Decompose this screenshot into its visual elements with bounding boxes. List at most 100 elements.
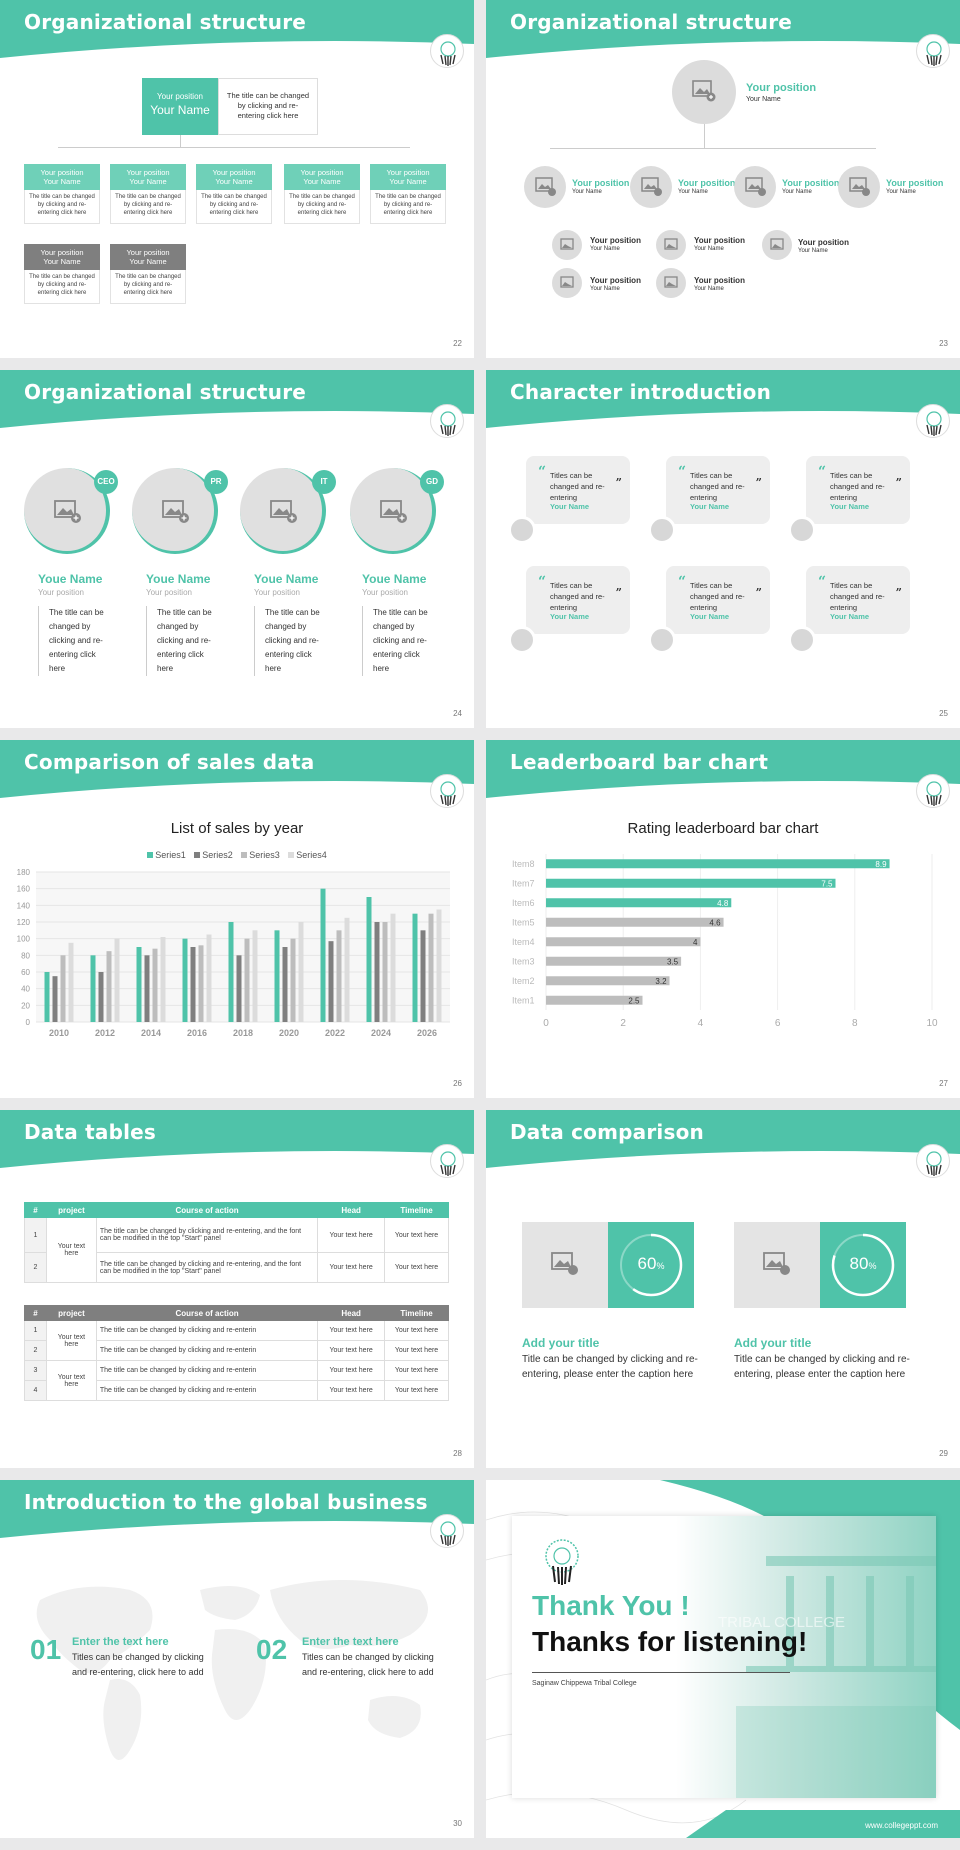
slide-leaderboard[interactable]: Leaderboard bar chart Rating leaderboard… — [486, 740, 960, 1098]
member-description: The title can be changed by clicking and… — [362, 606, 434, 676]
bar — [98, 972, 104, 1022]
bar — [44, 972, 50, 1022]
bar — [136, 947, 142, 1022]
main-photo-circle[interactable] — [672, 60, 736, 124]
connector-line — [180, 135, 181, 147]
bar — [68, 942, 74, 1022]
head-cell: Your text here — [317, 1217, 386, 1253]
y-tick-label: 100 — [17, 935, 31, 944]
timeline-cell: Your text here — [384, 1320, 449, 1341]
table-row[interactable]: 1 Your text here The title can be change… — [24, 1320, 449, 1361]
bar — [546, 878, 836, 888]
item-title: Enter the text here — [72, 1636, 169, 1648]
image-placeholder[interactable] — [734, 1222, 820, 1308]
building-sign-text: TRIBAL COLLEGE — [718, 1614, 845, 1631]
slide-org-circles[interactable]: Organizational structure Your position Y… — [486, 0, 960, 358]
role-badge: PR — [204, 470, 228, 494]
bar — [144, 955, 150, 1022]
bar — [198, 945, 204, 1022]
org-card[interactable]: Your position Your Name The title can be … — [110, 244, 186, 304]
member-position: Your position — [38, 588, 84, 597]
character-card[interactable]: “ ” Titles can be changed and re-entering Y… — [526, 456, 630, 524]
page-number: 30 — [453, 1819, 462, 1828]
character-card[interactable]: “ ” Titles can be changed and re-entering Y… — [666, 566, 770, 634]
photo-circle[interactable] — [838, 166, 880, 208]
avatar — [788, 516, 816, 544]
page-number: 29 — [939, 1449, 948, 1458]
member-photo[interactable] — [240, 468, 326, 554]
character-card[interactable]: “ ” Titles can be changed and re-entering Y… — [806, 456, 910, 524]
slide-org-chart[interactable]: Organizational structure Your position Y… — [0, 0, 474, 358]
slide-team[interactable]: Organizational structure CEO Youe Name Y… — [0, 370, 474, 728]
image-icon — [641, 177, 662, 196]
member-name: Youe Name — [362, 572, 427, 586]
action-cell: The title can be changed by clicking and… — [95, 1252, 319, 1283]
member-name: Youe Name — [38, 572, 103, 586]
image-icon — [664, 238, 678, 250]
bar — [152, 948, 158, 1022]
photo-circle-small[interactable] — [552, 268, 582, 298]
image-icon — [745, 177, 766, 196]
slide-characters[interactable]: Character introduction “ ” Titles can be c… — [486, 370, 960, 728]
name-label: Your Name — [798, 248, 828, 254]
photo-circle-small[interactable] — [762, 230, 792, 260]
table-row[interactable]: 2 The title can be changed by clicking a… — [24, 1252, 449, 1283]
org-card-position: Your position — [212, 168, 256, 177]
bar — [546, 917, 724, 927]
slide-sales-chart[interactable]: Comparison of sales data List of sales b… — [0, 740, 474, 1098]
photo-circle-small[interactable] — [656, 230, 686, 260]
y-tick-label: Item1 — [512, 995, 535, 1005]
character-card[interactable]: “ ” Titles can be changed and re-entering Y… — [806, 566, 910, 634]
slide-data-comparison[interactable]: Data comparison 60% Add your title Title… — [486, 1110, 960, 1468]
name-label: Your Name — [782, 189, 812, 195]
bar — [236, 955, 242, 1022]
quote-open-icon: “ — [818, 574, 827, 590]
bar — [390, 913, 396, 1022]
org-card[interactable]: Your position Your Name The title can be … — [24, 164, 100, 224]
name-label: Your Name — [678, 189, 708, 195]
website-link[interactable]: www.collegeppt.com — [865, 1821, 938, 1830]
photo-circle[interactable] — [524, 166, 566, 208]
progress-ring — [831, 1233, 895, 1297]
college-logo — [430, 34, 464, 68]
org-card[interactable]: Your position Your Name The title can be … — [24, 244, 100, 304]
table-row[interactable]: 3 Your text here The title can be change… — [24, 1360, 449, 1401]
photo-circle-small[interactable] — [656, 268, 686, 298]
bar — [546, 859, 890, 869]
bar — [290, 938, 296, 1022]
org-card[interactable]: Your position Your Name The title can be … — [370, 164, 446, 224]
world-map-graphic — [36, 1580, 428, 1760]
character-card[interactable]: “ ” Titles can be changed and re-entering Y… — [526, 566, 630, 634]
character-card[interactable]: “ ” Titles can be changed and re-entering Y… — [666, 456, 770, 524]
table-row[interactable]: 4 The title can be changed by clicking a… — [24, 1380, 449, 1401]
content-card: TRIBAL COLLEGE Thank You ! Thanks for li… — [512, 1516, 936, 1798]
member-photo[interactable] — [132, 468, 218, 554]
avatar — [508, 626, 536, 654]
bar — [228, 922, 234, 1022]
x-tick-label: 2 — [620, 1018, 626, 1029]
college-logo — [545, 1539, 579, 1585]
image-placeholder[interactable] — [522, 1222, 608, 1308]
photo-circle[interactable] — [734, 166, 776, 208]
slide-thank-you[interactable]: TRIBAL COLLEGE Thank You ! Thanks for li… — [486, 1480, 960, 1838]
y-tick-label: 0 — [26, 1018, 31, 1027]
org-card[interactable]: Your position Your Name The title can be … — [110, 164, 186, 224]
org-card[interactable]: Your position Your Name The title can be … — [196, 164, 272, 224]
photo-circle[interactable] — [630, 166, 672, 208]
photo-circle-small[interactable] — [552, 230, 582, 260]
head-cell: Your text here — [317, 1252, 386, 1283]
timeline-cell: Your text here — [384, 1252, 449, 1283]
org-top-box[interactable]: Your position Your Name — [142, 78, 218, 135]
slide-global-business[interactable]: Introduction to the global business 01 E… — [0, 1480, 474, 1838]
table-row[interactable]: 1 Your text here The title can be change… — [24, 1217, 449, 1283]
character-text: Titles can be changed and re-entering — [830, 581, 885, 612]
percentage-value: 80% — [849, 1254, 877, 1273]
project-cell: Your text here — [45, 1217, 97, 1283]
image-icon — [54, 500, 81, 523]
org-card[interactable]: Your position Your Name The title can be … — [284, 164, 360, 224]
action-cell: The title can be changed by clicking and… — [95, 1340, 319, 1361]
image-icon — [270, 500, 297, 523]
timeline-cell: Your text here — [384, 1380, 449, 1401]
slide-data-tables[interactable]: Data tables # project Course of action H… — [0, 1110, 474, 1468]
action-cell: The title can be changed by clicking and… — [95, 1380, 319, 1401]
